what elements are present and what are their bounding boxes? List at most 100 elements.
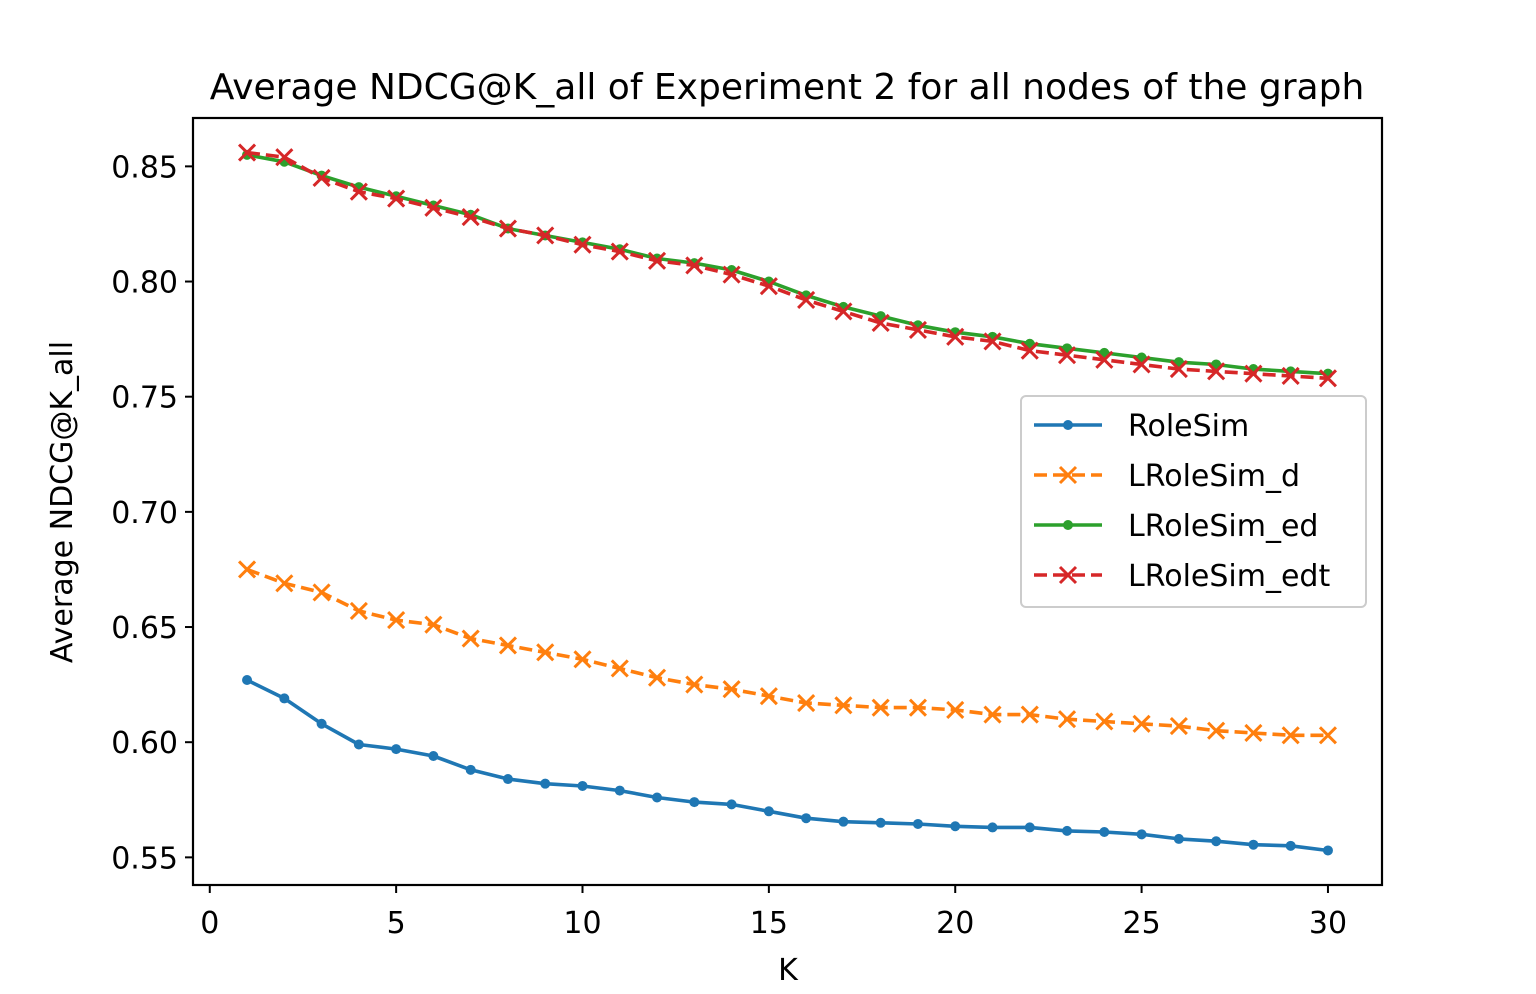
data-point	[1281, 726, 1300, 745]
series-line	[246, 567, 1328, 738]
x-tick-label: 30	[1309, 906, 1347, 941]
y-tick-label: 0.75	[111, 381, 178, 416]
legend-entry: LRoleSim_ed	[1034, 509, 1318, 544]
data-point	[685, 256, 704, 275]
data-point	[983, 332, 1002, 351]
x-axis-label: K	[778, 953, 799, 988]
x-tick-label: 20	[936, 906, 974, 941]
data-point	[871, 698, 890, 717]
data-point	[1211, 836, 1222, 847]
x-tick-label: 25	[1122, 906, 1160, 941]
y-axis-label: Average NDCG@K_all	[45, 341, 80, 663]
data-point	[424, 615, 443, 634]
series-lrolesim-ed	[242, 149, 1333, 379]
legend-label: RoleSim	[1128, 409, 1249, 444]
data-point	[498, 219, 518, 238]
data-point	[610, 659, 629, 678]
x-tick-label: 5	[387, 906, 406, 941]
data-point	[387, 611, 406, 630]
data-point	[312, 168, 331, 187]
data-point	[834, 302, 853, 321]
data-point	[685, 675, 704, 694]
y-tick-label: 0.60	[111, 726, 178, 761]
data-point	[1169, 717, 1188, 736]
y-axis: 0.55 0.60 0.65 0.70 0.75 0.80 0.85	[111, 150, 193, 876]
data-point	[577, 780, 588, 791]
data-point	[536, 226, 555, 245]
data-point	[498, 636, 518, 655]
data-point	[237, 560, 257, 579]
data-point	[983, 705, 1002, 724]
data-point	[1207, 721, 1226, 740]
legend-label: LRoleSim_ed	[1128, 509, 1318, 544]
legend-marker	[1058, 465, 1078, 485]
data-point	[834, 696, 853, 715]
x-tick-label: 15	[750, 906, 788, 941]
data-point	[391, 744, 402, 755]
y-tick-label: 0.65	[111, 611, 178, 646]
series-lrolesim-edt	[237, 143, 1338, 388]
data-point	[689, 797, 700, 808]
legend-box	[1020, 395, 1367, 608]
data-point	[461, 629, 480, 648]
data-point	[797, 290, 816, 310]
data-point	[1318, 369, 1338, 388]
data-point	[1020, 341, 1039, 360]
data-point	[950, 821, 961, 832]
legend-entry: RoleSim	[1034, 409, 1249, 444]
data-point	[465, 764, 476, 775]
data-point	[946, 700, 965, 720]
series-lrolesim-d	[237, 560, 1338, 745]
y-tick-label: 0.70	[111, 496, 178, 531]
data-point	[573, 235, 592, 254]
data-point	[875, 817, 886, 828]
x-tick-label: 0	[200, 906, 219, 941]
chart-title: Average NDCG@K_all of Experiment 2 for a…	[210, 67, 1365, 108]
data-point	[1136, 829, 1147, 840]
data-point	[1132, 714, 1151, 733]
legend-label: LRoleSim_d	[1128, 459, 1300, 494]
x-tick-label: 10	[563, 906, 601, 941]
data-point	[610, 242, 629, 261]
data-point	[275, 574, 294, 593]
data-point	[1322, 845, 1333, 856]
data-point	[647, 251, 667, 270]
data-point	[424, 198, 443, 217]
legend: RoleSim LRoleSim_d LRoleSim_ed LRoleSim_edt	[1020, 395, 1367, 608]
data-point	[838, 816, 849, 827]
y-tick-label: 0.55	[111, 841, 178, 876]
series-line	[246, 678, 1329, 853]
data-point	[237, 143, 257, 162]
data-point	[1057, 710, 1077, 729]
series-rolesim	[242, 675, 1333, 856]
plot-area	[191, 116, 1384, 887]
data-point	[1318, 726, 1338, 745]
data-point	[1207, 362, 1226, 381]
data-point	[652, 792, 663, 803]
data-point	[726, 799, 737, 810]
x-axis: 0 5 10 15 20 25 30	[200, 885, 1347, 941]
y-tick-label: 0.80	[111, 266, 178, 301]
data-point	[1169, 359, 1188, 379]
data-point	[502, 774, 513, 785]
data-point	[1024, 822, 1035, 833]
data-point	[763, 806, 774, 817]
data-point	[797, 693, 816, 713]
data-point	[353, 739, 364, 750]
data-point	[912, 818, 923, 829]
legend-entry: LRoleSim_d	[1034, 459, 1300, 494]
data-point	[759, 277, 778, 296]
legend-label: LRoleSim_edt	[1128, 559, 1330, 594]
data-point	[1132, 355, 1151, 374]
data-point	[871, 313, 890, 333]
data-point	[1285, 840, 1296, 851]
data-point	[614, 785, 625, 796]
data-point	[1020, 705, 1039, 724]
data-point	[461, 207, 480, 227]
data-point	[1244, 364, 1263, 383]
data-point	[387, 189, 406, 208]
legend-marker	[1063, 420, 1073, 430]
data-point	[1095, 712, 1114, 731]
data-point	[242, 675, 253, 686]
